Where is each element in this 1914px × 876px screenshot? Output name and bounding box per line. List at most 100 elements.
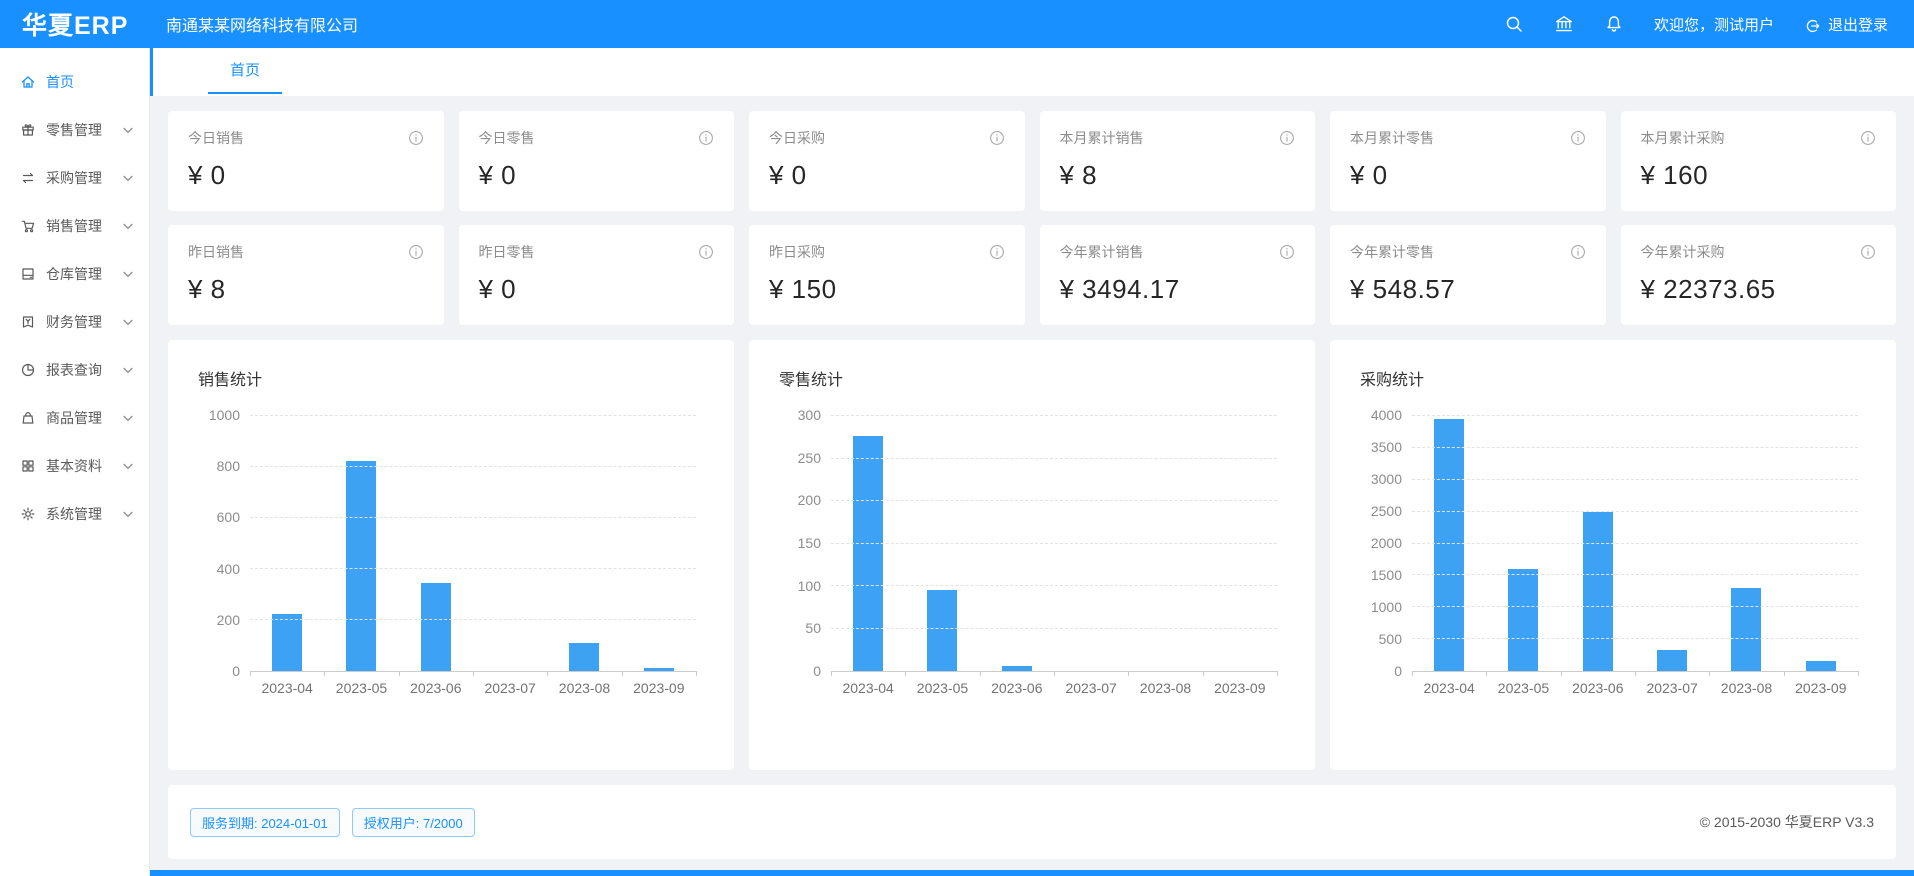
- stat-value: ¥ 0: [188, 160, 226, 190]
- info-icon[interactable]: [698, 244, 714, 260]
- info-icon[interactable]: [1279, 244, 1295, 260]
- sales-bar-chart: 0 200 400 600 800 1000: [196, 408, 697, 679]
- service-expiry-badge: 服务到期: 2024-01-01: [190, 807, 340, 837]
- retail-bar-chart: 0 50 100 150 200 250 300: [777, 408, 1278, 679]
- info-icon[interactable]: [1860, 130, 1876, 146]
- sidebar-item-label: 系统管理: [46, 506, 102, 522]
- y-axis-tick-label: 250: [797, 449, 821, 466]
- plot-area: [250, 415, 697, 676]
- stat-label: 本月累计销售: [1059, 130, 1144, 146]
- x-axis-tick-label: 2023-07: [1646, 680, 1698, 696]
- y-axis-tick-label: 3500: [1370, 439, 1402, 455]
- logout-button[interactable]: 退出登录: [1804, 14, 1888, 35]
- gridline: [250, 568, 696, 569]
- sidebar-item-retail[interactable]: 零售管理: [0, 106, 149, 154]
- info-icon[interactable]: [1570, 244, 1586, 260]
- bar-2023-06[interactable]: [1001, 665, 1032, 671]
- x-axis-tick-label: 2023-07: [1065, 680, 1117, 696]
- bar-2023-05[interactable]: [1508, 569, 1539, 671]
- info-icon[interactable]: [989, 244, 1005, 260]
- stat-label: 昨日零售: [478, 244, 535, 260]
- bar-2023-04[interactable]: [1434, 419, 1465, 671]
- y-axis-tick-label: 400: [216, 560, 240, 577]
- y-axis-tick-label: 1000: [208, 407, 240, 423]
- sidebar-item-basic-data[interactable]: 基本资料: [0, 442, 149, 490]
- info-icon[interactable]: [698, 130, 714, 146]
- chevron-down-icon: [123, 175, 133, 182]
- bar-2023-05[interactable]: [346, 460, 377, 671]
- bell-icon[interactable]: [1604, 14, 1624, 34]
- y-axis-tick-label: 0: [232, 663, 240, 679]
- sidebar-item-home[interactable]: 首页: [0, 58, 149, 106]
- home-icon: [20, 74, 36, 90]
- y-axis-tick-label: 4000: [1370, 407, 1402, 423]
- stat-value: ¥ 548.57: [1350, 274, 1456, 304]
- info-icon[interactable]: [989, 130, 1005, 146]
- gridline: [250, 466, 696, 467]
- y-axis-tick-label: 0: [1394, 663, 1402, 679]
- stat-card-today-sales: 今日销售 ¥ 0: [168, 111, 444, 211]
- sidebar-item-sales[interactable]: 销售管理: [0, 202, 149, 250]
- sidebar-item-warehouse[interactable]: 仓库管理: [0, 250, 149, 298]
- bar-slot: [622, 416, 696, 671]
- bar-2023-04[interactable]: [272, 613, 303, 671]
- bar-slot: [547, 416, 621, 671]
- y-axis-tick-label: 1000: [1370, 599, 1402, 615]
- stat-label: 今年累计零售: [1350, 244, 1434, 260]
- gridline: [1412, 574, 1858, 576]
- sidebar-item-system[interactable]: 系统管理: [0, 490, 149, 538]
- info-icon[interactable]: [408, 130, 424, 146]
- warehouse-icon: [20, 266, 36, 282]
- bar-slot: [324, 416, 398, 671]
- x-axis-tick: [1412, 671, 1413, 676]
- bar-slot: [250, 416, 324, 671]
- info-icon[interactable]: [1279, 130, 1295, 146]
- x-axis-tick-label: 2023-04: [1423, 680, 1475, 696]
- y-axis-tick-label: 0: [813, 663, 821, 679]
- y-axis-tick-label: 500: [1378, 631, 1402, 647]
- stat-label: 本月累计采购: [1640, 130, 1725, 146]
- chevron-down-icon: [123, 271, 133, 278]
- sidebar-item-label: 财务管理: [46, 314, 102, 330]
- x-axis-tick: [473, 671, 474, 676]
- x-axis-tick-label: 2023-08: [1720, 680, 1773, 696]
- bar-2023-09[interactable]: [1805, 661, 1836, 671]
- chevron-down-icon: [123, 319, 133, 326]
- bar-2023-08[interactable]: [569, 642, 600, 671]
- tab-home[interactable]: 首页: [208, 48, 283, 94]
- bar-2023-04[interactable]: [853, 435, 884, 671]
- bar-2023-06[interactable]: [1582, 511, 1613, 671]
- x-axis-tick-label: 2023-09: [1795, 680, 1847, 696]
- bank-icon[interactable]: [1554, 14, 1574, 34]
- y-axis: 0 200 400 600 800 1000: [196, 408, 250, 679]
- stat-label: 今年累计采购: [1640, 244, 1725, 260]
- x-axis: 2023-04 2023-05 2023-06 2023-07 2023-08 2023-…: [250, 680, 696, 696]
- sidebar-item-finance[interactable]: 财务管理: [0, 298, 149, 346]
- sidebar-item-reports[interactable]: 报表查询: [0, 346, 149, 394]
- stat-card-today-purchase: 今日采购 ¥ 0: [749, 111, 1025, 211]
- info-icon[interactable]: [1570, 130, 1586, 146]
- x-axis-tick-label: 2023-08: [1139, 680, 1192, 696]
- stat-card-month-retail: 本月累计零售 ¥ 0: [1330, 111, 1606, 211]
- bar-2023-09[interactable]: [643, 668, 674, 671]
- search-icon[interactable]: [1504, 14, 1524, 34]
- sidebar-item-products[interactable]: 商品管理: [0, 394, 149, 442]
- logout-label: 退出登录: [1827, 16, 1888, 34]
- stat-cards-grid: 今日销售 ¥ 0 今日零售 ¥ 0 今日采购 ¥ 0 本月累计销售 ¥ 8 本月…: [168, 111, 1896, 325]
- stat-value: ¥ 0: [769, 160, 807, 190]
- bar-2023-08[interactable]: [1731, 588, 1762, 671]
- stat-value: ¥ 0: [478, 160, 517, 190]
- bar-2023-06[interactable]: [420, 583, 451, 671]
- x-axis-tick: [905, 671, 907, 676]
- bar-2023-05[interactable]: [927, 590, 958, 671]
- x-axis-tick: [621, 671, 623, 676]
- y-axis-tick-label: 2000: [1370, 535, 1402, 551]
- sidebar-item-purchase[interactable]: 采购管理: [0, 154, 149, 202]
- x-axis-tick: [1486, 671, 1488, 676]
- finance-icon: [20, 314, 36, 330]
- gridline: [831, 457, 1277, 459]
- info-icon[interactable]: [1860, 244, 1876, 260]
- x-axis-tick: [696, 671, 697, 676]
- info-icon[interactable]: [408, 244, 424, 260]
- bar-2023-07[interactable]: [1657, 649, 1688, 671]
